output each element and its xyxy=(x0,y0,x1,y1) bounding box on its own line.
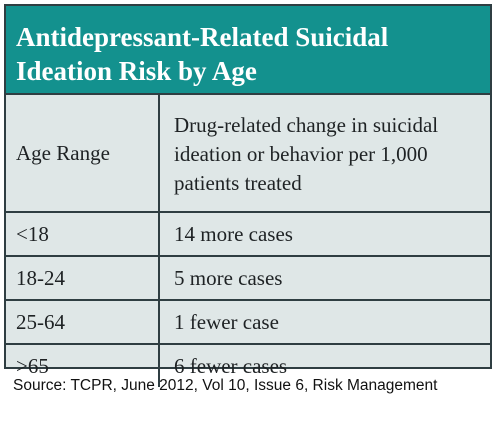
change-cell: 6 fewer cases xyxy=(174,353,288,378)
source-citation: Source: TCPR, June 2012, Vol 10, Issue 6… xyxy=(13,377,438,394)
risk-table: Age Range Drug-related change in suicida… xyxy=(6,93,490,387)
change-cell: 5 more cases xyxy=(174,265,283,290)
table-title-bar: Antidepressant-Related Suicidal Ideation… xyxy=(6,6,490,93)
age-cell: 25-64 xyxy=(6,301,160,343)
table-row: 25-64 1 fewer case xyxy=(6,301,490,345)
table-title-line-1: Antidepressant-Related Suicidal xyxy=(16,22,389,52)
change-cell: 14 more cases xyxy=(174,221,293,246)
table-row: >65 6 fewer cases xyxy=(6,345,490,387)
header-age-range: Age Range xyxy=(6,95,160,211)
age-cell: >65 xyxy=(6,345,160,387)
change-cell: 1 fewer case xyxy=(174,309,279,334)
header-drug-related-change: Drug-related change in suicidal ideation… xyxy=(174,112,439,195)
table-title-line-2: Ideation Risk by Age xyxy=(16,56,257,86)
age-cell: 18-24 xyxy=(6,257,160,299)
table-row: <18 14 more cases xyxy=(6,213,490,257)
table-card: Antidepressant-Related Suicidal Ideation… xyxy=(4,4,492,387)
table-row: 18-24 5 more cases xyxy=(6,257,490,301)
table-header-row: Age Range Drug-related change in suicida… xyxy=(6,95,490,213)
age-cell: <18 xyxy=(6,213,160,255)
